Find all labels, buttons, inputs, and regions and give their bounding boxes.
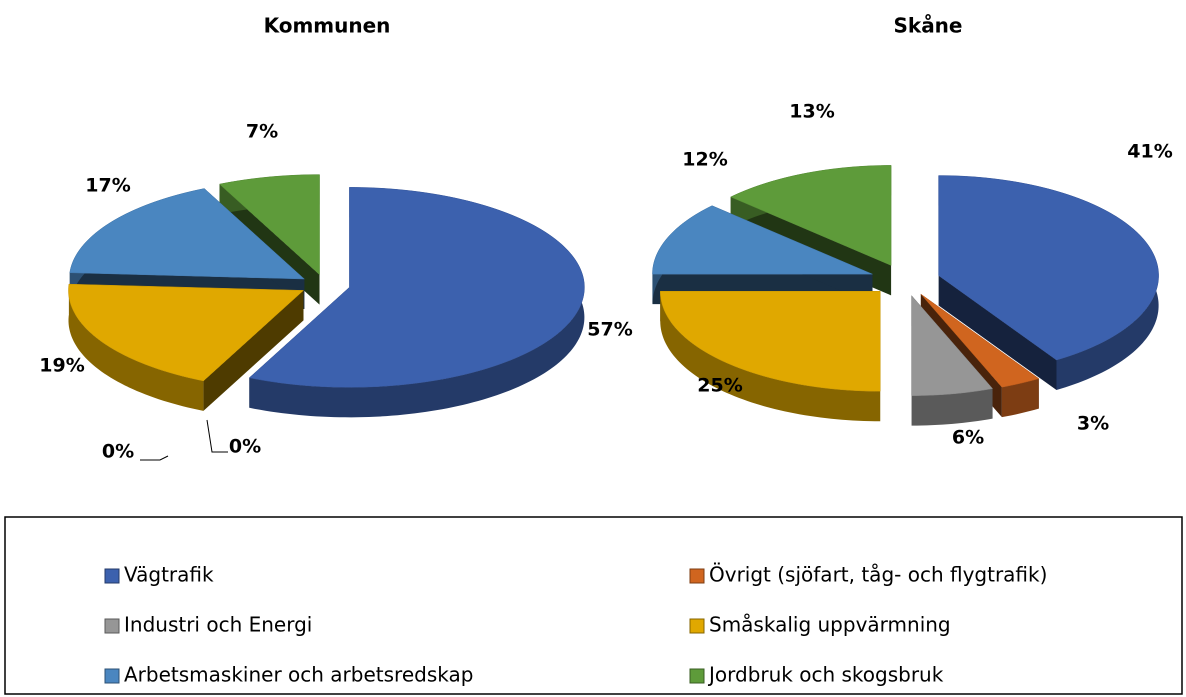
data-label: 19% (39, 355, 84, 377)
data-label: 7% (246, 121, 278, 143)
slice-top (218, 174, 320, 276)
data-label: 6% (952, 427, 984, 449)
data-label: 17% (85, 175, 130, 197)
legend-swatch (689, 568, 705, 584)
slice-side (203, 290, 304, 411)
legend-label: Övrigt (sjöfart, tåg- och flygtrafik) (709, 563, 1047, 587)
slice-side (938, 275, 1057, 390)
data-label: 41% (1127, 141, 1172, 163)
leader-line (206, 419, 228, 453)
data-label: 0% (229, 436, 261, 458)
legend-swatch (104, 618, 120, 634)
slice-top (938, 175, 1159, 361)
legend-label: Industri och Energi (124, 613, 312, 637)
slice-top (911, 294, 994, 396)
chart-title: Kommunen (264, 14, 391, 38)
legend-swatch (689, 618, 705, 634)
slice-top (920, 293, 1040, 388)
legend-label: Småskalig uppvärmning (709, 613, 951, 637)
slice-wall (249, 187, 585, 418)
slice-wall (660, 291, 881, 422)
data-label: 13% (789, 101, 834, 123)
slice-top (68, 283, 305, 382)
pie-slice (911, 294, 994, 426)
chart-title: Skåne (893, 14, 962, 38)
pie-slice (659, 290, 881, 422)
slice-top (659, 290, 881, 392)
slice-top (69, 188, 305, 280)
pie-slice (248, 187, 585, 418)
data-label: 25% (697, 375, 742, 397)
slice-top (652, 205, 873, 275)
slice-top (730, 165, 892, 266)
slice-top (248, 187, 585, 388)
slice-wall (68, 284, 204, 411)
legend-swatch (104, 568, 120, 584)
legend-swatch (689, 668, 705, 684)
slice-wall (1001, 378, 1039, 418)
pie-slice (68, 283, 305, 411)
legend-label: Arbetsmaskiner och arbetsredskap (124, 663, 473, 687)
legend-swatch (104, 668, 120, 684)
legend-box (4, 516, 1183, 695)
data-label: 3% (1077, 413, 1109, 435)
slice-wall (911, 388, 993, 426)
data-label: 12% (682, 149, 727, 171)
pie-slice (652, 205, 873, 305)
pie-slice (938, 175, 1159, 390)
data-label: 57% (587, 319, 632, 341)
legend-label: Vägtrafik (124, 563, 214, 587)
data-label: 0% (102, 441, 134, 463)
legend-label: Jordbruk och skogsbruk (707, 663, 944, 687)
leader-line (140, 455, 169, 461)
